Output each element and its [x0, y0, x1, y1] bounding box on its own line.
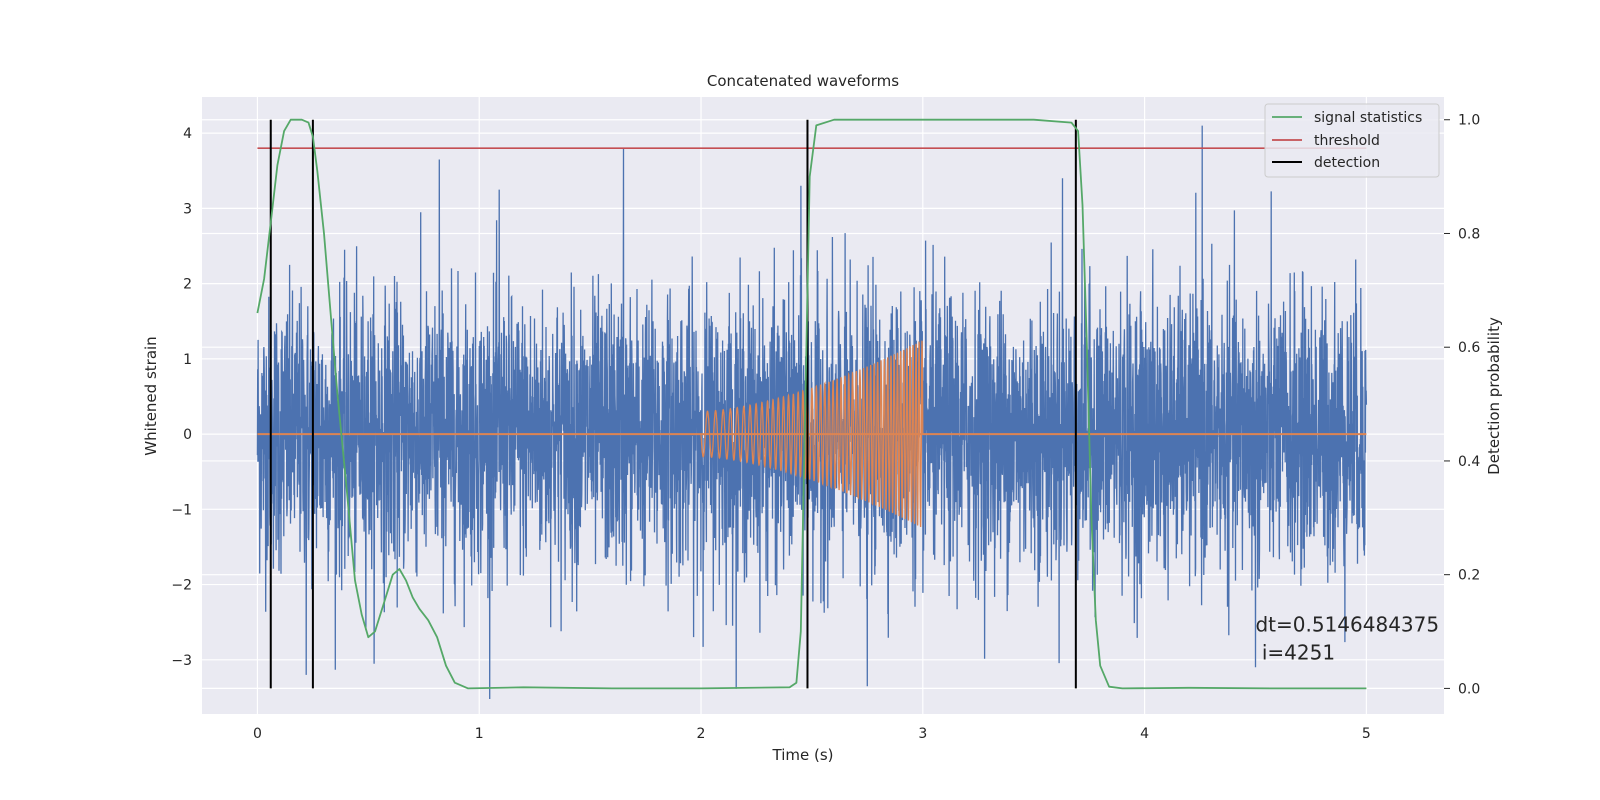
x-tick-label: 1 [475, 726, 484, 742]
y2-tick-label: 0.4 [1458, 454, 1480, 470]
x-axis-title: Time (s) [772, 746, 834, 764]
template-series-line [700, 340, 924, 528]
y-tick-label: 2 [183, 277, 192, 293]
y2-axis-title: Detection probability [1485, 317, 1503, 475]
y-axis-title: Whitened strain [142, 336, 160, 455]
legend-label-detection: detection [1314, 155, 1380, 171]
y-axis-ticks: −3 −2 −1 0 1 2 3 4 [171, 126, 192, 669]
x-axis-ticks: 0 1 2 3 4 5 [253, 726, 1371, 742]
detection-lines [269, 119, 1077, 689]
y-tick-label: 4 [183, 126, 192, 142]
x-tick-label: 3 [918, 726, 927, 742]
y2-tick-label: 0.6 [1458, 340, 1480, 356]
annotation-index: i=4251 [1255, 641, 1335, 665]
x-tick-label: 2 [697, 726, 706, 742]
legend-label-threshold: threshold [1314, 133, 1380, 149]
x-tick-label: 4 [1140, 726, 1149, 742]
legend-label-signal-statistics: signal statistics [1314, 110, 1422, 126]
y2-tick-label: 1.0 [1458, 113, 1480, 129]
legend: signal statistics threshold detection [1264, 103, 1440, 178]
y-tick-label: −2 [171, 578, 192, 594]
y-tick-label: 3 [183, 201, 192, 217]
y2-tick-label: 0.2 [1458, 568, 1480, 584]
y-tick-label: 1 [183, 352, 192, 368]
y2-tick-label: 0.8 [1458, 226, 1480, 242]
chart-title: Concatenated waveforms [707, 72, 899, 90]
y2-axis-ticks: 0.0 0.2 0.4 0.6 0.8 1.0 [1444, 113, 1480, 697]
y-tick-label: −1 [171, 502, 192, 518]
annotation-dt: dt=0.5146484375 [1255, 613, 1439, 637]
signal-statistics-line [256, 118, 1367, 690]
x-tick-label: 5 [1362, 726, 1371, 742]
y-tick-label: −3 [171, 653, 192, 669]
x-tick-label: 0 [253, 726, 262, 742]
legend-box [1264, 103, 1440, 178]
y-tick-label: 0 [183, 427, 192, 443]
y2-tick-label: 0.0 [1458, 681, 1480, 697]
plot-layer [256, 118, 1368, 700]
